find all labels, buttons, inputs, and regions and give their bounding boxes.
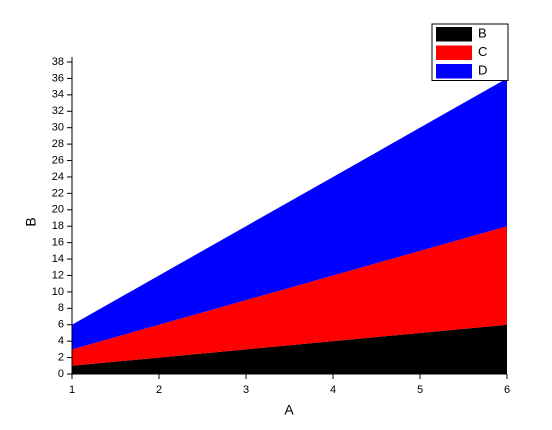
y-tick-label: 6 — [58, 319, 64, 331]
area — [72, 78, 507, 350]
y-tick-label: 34 — [52, 89, 64, 101]
y-tick-label: 0 — [58, 368, 64, 380]
legend-swatch — [436, 45, 472, 60]
area — [72, 324, 507, 374]
y-tick-label: 14 — [52, 253, 64, 265]
y-tick-label: 2 — [58, 351, 64, 363]
legend: BCD — [431, 23, 509, 81]
x-tick-label: 4 — [330, 384, 336, 396]
legend-swatch — [436, 27, 472, 42]
y-tick-label: 38 — [52, 56, 64, 68]
legend-label: C — [478, 44, 487, 59]
x-tick-label: 3 — [243, 384, 249, 396]
y-tick-label: 28 — [52, 138, 64, 150]
y-tick-label: 36 — [52, 72, 64, 84]
legend-label: B — [478, 26, 487, 41]
x-tick-label: 1 — [69, 384, 75, 396]
y-tick-label: 26 — [52, 154, 64, 166]
legend-label: D — [478, 63, 487, 78]
legend-swatch — [436, 64, 472, 79]
x-tick-label: 2 — [156, 384, 162, 396]
y-tick-label: 10 — [52, 286, 64, 298]
y-tick-label: 4 — [58, 335, 64, 347]
y-tick-label: 8 — [58, 302, 64, 314]
y-tick-label: 16 — [52, 237, 64, 249]
y-tick-label: 30 — [52, 122, 64, 134]
x-tick-label: 5 — [417, 384, 423, 396]
x-axis-title: A — [284, 402, 294, 418]
y-tick-label: 32 — [52, 105, 64, 117]
x-tick-label: 6 — [504, 384, 510, 396]
y-tick-label: 12 — [52, 269, 64, 281]
y-tick-label: 18 — [52, 220, 64, 232]
y-axis-title: B — [23, 217, 39, 226]
y-tick-label: 22 — [52, 187, 64, 199]
y-tick-label: 20 — [52, 204, 64, 216]
y-tick-label: 24 — [52, 171, 64, 183]
area — [72, 226, 507, 366]
